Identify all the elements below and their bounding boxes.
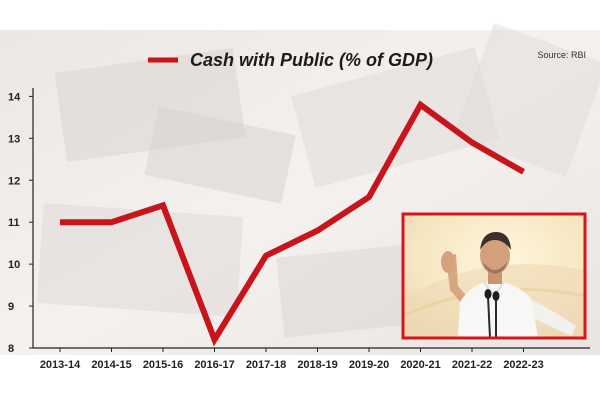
y-tick-label: 10 bbox=[8, 259, 20, 271]
source-note: Source: RBI bbox=[537, 50, 586, 60]
background-banknotes bbox=[0, 23, 600, 355]
x-tick-label: 2020-21 bbox=[400, 359, 440, 371]
y-tick-label: 13 bbox=[8, 133, 20, 145]
x-tick-label: 2017-18 bbox=[246, 359, 286, 371]
inset-photo bbox=[401, 212, 587, 340]
x-tick-label: 2022-23 bbox=[503, 359, 543, 371]
y-axis-ticks: 8 9 10 11 12 13 14 bbox=[8, 91, 33, 355]
x-tick-label: 2016-17 bbox=[194, 359, 234, 371]
x-tick-label: 2014-15 bbox=[91, 359, 131, 371]
x-tick-label: 2021-22 bbox=[452, 359, 492, 371]
y-tick-label: 11 bbox=[8, 217, 20, 229]
legend: Cash with Public (% of GDP) bbox=[148, 50, 433, 70]
series-line bbox=[60, 100, 525, 347]
inset-photo-border bbox=[401, 212, 587, 340]
y-tick-label: 9 bbox=[8, 301, 14, 313]
x-tick-label: 2013-14 bbox=[40, 359, 81, 371]
x-tick-label: 2018-19 bbox=[297, 359, 337, 371]
y-tick-label: 14 bbox=[8, 91, 21, 103]
x-tick-label: 2019-20 bbox=[349, 359, 389, 371]
legend-label: Cash with Public (% of GDP) bbox=[190, 50, 433, 70]
x-tick-label: 2015-16 bbox=[143, 359, 183, 371]
y-tick-label: 12 bbox=[8, 175, 20, 187]
y-tick-label: 8 bbox=[8, 343, 14, 355]
speaker-figure bbox=[441, 232, 576, 339]
x-axis-ticks: 2013-14 2014-15 2015-16 2016-17 2017-18 2018-… bbox=[40, 348, 544, 371]
